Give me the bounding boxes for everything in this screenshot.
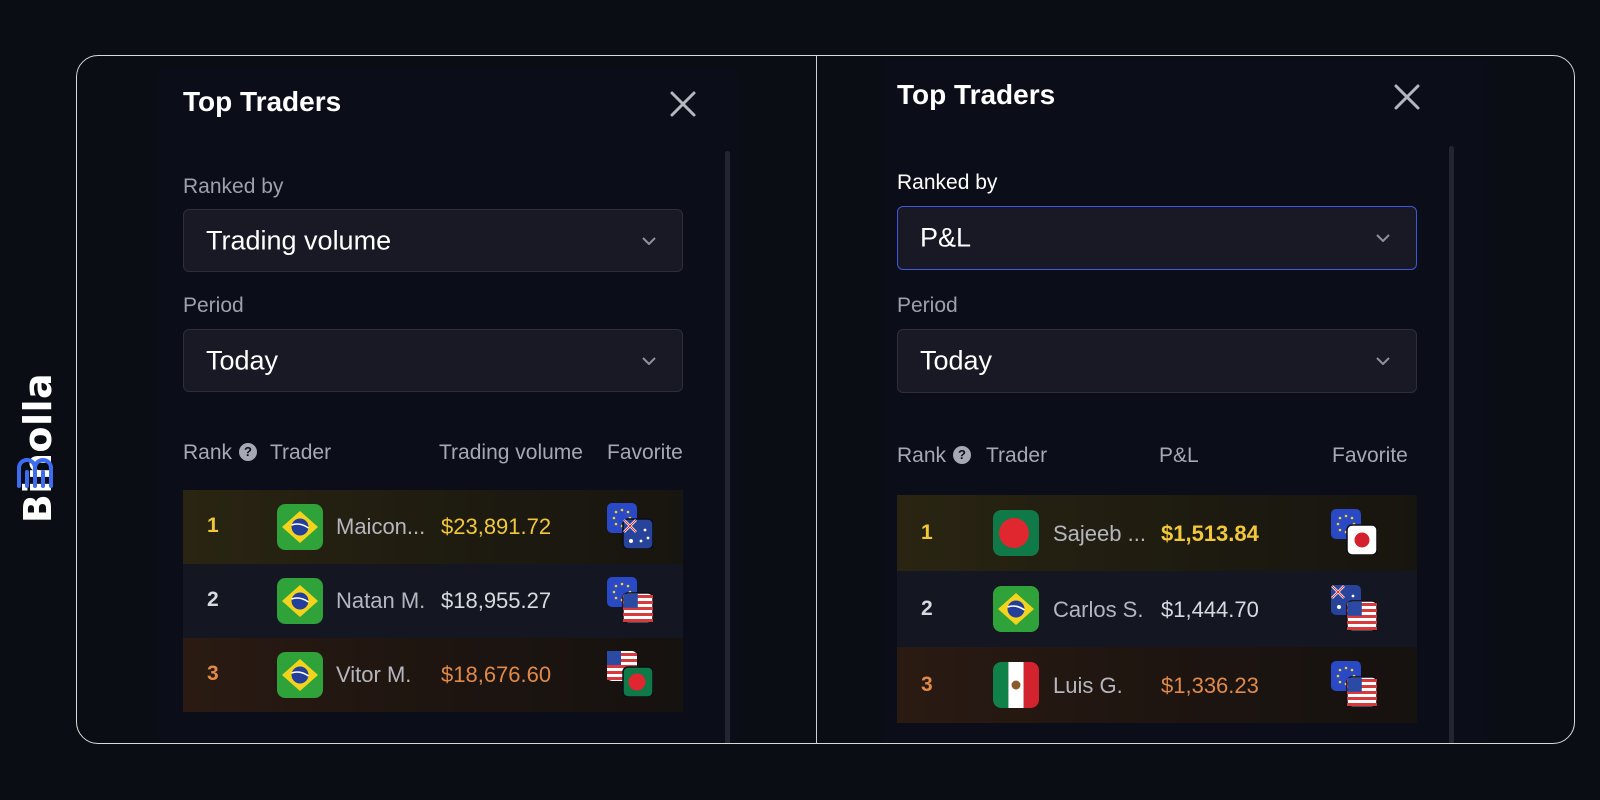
col-favorite: Favorite bbox=[607, 441, 683, 464]
close-icon[interactable] bbox=[667, 88, 699, 120]
col-trading-volume: Trading volume bbox=[439, 441, 583, 464]
trader-value: $1,513.84 bbox=[1161, 521, 1259, 546]
top-traders-panel-volume: Top Traders Ranked by Trading volume Per… bbox=[159, 68, 737, 743]
period-label: Period bbox=[897, 294, 958, 317]
rank-number: 1 bbox=[921, 521, 933, 544]
trader-name: Vitor M. bbox=[336, 662, 412, 687]
period-select[interactable]: Today bbox=[897, 329, 1417, 393]
ranked-by-label: Ranked by bbox=[183, 175, 284, 198]
table-row[interactable]: 3 Vitor M. $18,676.60 bbox=[183, 638, 683, 712]
rank-number: 1 bbox=[207, 514, 219, 537]
divider bbox=[816, 56, 817, 743]
brand: Binolla bbox=[10, 300, 62, 523]
trader-name: Luis G. bbox=[1053, 673, 1123, 698]
col-rank: Rank bbox=[897, 444, 947, 467]
panel-title: Top Traders bbox=[897, 79, 1056, 110]
top-traders-panel-pnl: Top Traders Ranked by P&L Period Today R… bbox=[883, 58, 1487, 743]
trader-name: Maicon... bbox=[336, 514, 426, 539]
trader-value: $23,891.72 bbox=[441, 514, 552, 539]
ranked-by-value: Trading volume bbox=[206, 225, 392, 255]
currency-pair-eur-jpy-icon bbox=[1331, 509, 1377, 555]
rank-number: 2 bbox=[207, 588, 219, 611]
currency-pair-usd-bdt-icon bbox=[607, 651, 653, 697]
scrollbar[interactable] bbox=[1449, 146, 1454, 743]
table-row[interactable]: 1 Sajeeb ... $1,513.84 bbox=[897, 495, 1417, 571]
col-trader: Trader bbox=[986, 444, 1048, 467]
trader-value: $1,444.70 bbox=[1161, 597, 1259, 622]
period-select[interactable]: Today bbox=[183, 329, 683, 392]
table-row[interactable]: 3 Luis G. $1,336.23 bbox=[897, 647, 1417, 723]
col-rank: Rank bbox=[183, 441, 233, 464]
brand-name: Binolla bbox=[16, 372, 60, 524]
mexico-flag-icon bbox=[993, 662, 1039, 708]
period-label: Period bbox=[183, 294, 244, 317]
help-icon[interactable]: ? bbox=[239, 443, 257, 461]
bangladesh-flag-icon bbox=[993, 510, 1039, 556]
table-row[interactable]: 2 Carlos S. $1,444.70 bbox=[897, 571, 1417, 647]
currency-pair-aud-usd-icon bbox=[1331, 585, 1377, 631]
help-icon[interactable]: ? bbox=[953, 446, 971, 464]
brazil-flag-icon bbox=[277, 578, 323, 624]
col-favorite: Favorite bbox=[1332, 444, 1408, 467]
brazil-flag-icon bbox=[277, 652, 323, 698]
brazil-flag-icon bbox=[993, 586, 1039, 632]
table-row[interactable]: 2 Natan M. $18,955.27 bbox=[183, 564, 683, 638]
currency-pair-eur-usd-icon bbox=[1331, 661, 1377, 707]
trader-value: $18,676.60 bbox=[441, 662, 552, 687]
col-trader: Trader bbox=[270, 441, 332, 464]
chevron-down-icon bbox=[1376, 357, 1390, 365]
trader-value: $18,955.27 bbox=[441, 588, 552, 613]
ranked-by-select[interactable]: Trading volume bbox=[183, 209, 683, 272]
panel-title: Top Traders bbox=[183, 86, 342, 117]
period-value: Today bbox=[206, 345, 279, 375]
screenshot-frame: Top Traders Ranked by Trading volume Per… bbox=[76, 55, 1575, 744]
scrollbar[interactable] bbox=[725, 151, 730, 743]
rank-number: 2 bbox=[921, 597, 933, 620]
brazil-flag-icon bbox=[277, 504, 323, 550]
currency-pair-eur-aud-icon bbox=[607, 503, 653, 549]
table-row[interactable]: 1 Maicon... $23,891.72 bbox=[183, 490, 683, 564]
chevron-down-icon bbox=[642, 236, 656, 245]
ranked-by-select[interactable]: P&L bbox=[897, 206, 1417, 270]
period-value: Today bbox=[920, 345, 993, 376]
ranked-by-label: Ranked by bbox=[897, 171, 998, 194]
rank-number: 3 bbox=[921, 673, 933, 696]
rank-number: 3 bbox=[207, 662, 219, 685]
trader-value: $1,336.23 bbox=[1161, 673, 1259, 698]
binolla-logo-icon bbox=[17, 458, 53, 488]
chevron-down-icon bbox=[642, 356, 656, 365]
trader-name: Carlos S. bbox=[1053, 597, 1144, 622]
ranked-by-value: P&L bbox=[920, 222, 972, 253]
col-pnl: P&L bbox=[1159, 444, 1199, 467]
trader-name: Natan M. bbox=[336, 588, 426, 613]
close-icon[interactable] bbox=[1391, 81, 1423, 113]
currency-pair-eur-usd-icon bbox=[607, 577, 653, 623]
chevron-down-icon bbox=[1376, 234, 1390, 242]
trader-name: Sajeeb ... bbox=[1053, 521, 1146, 546]
